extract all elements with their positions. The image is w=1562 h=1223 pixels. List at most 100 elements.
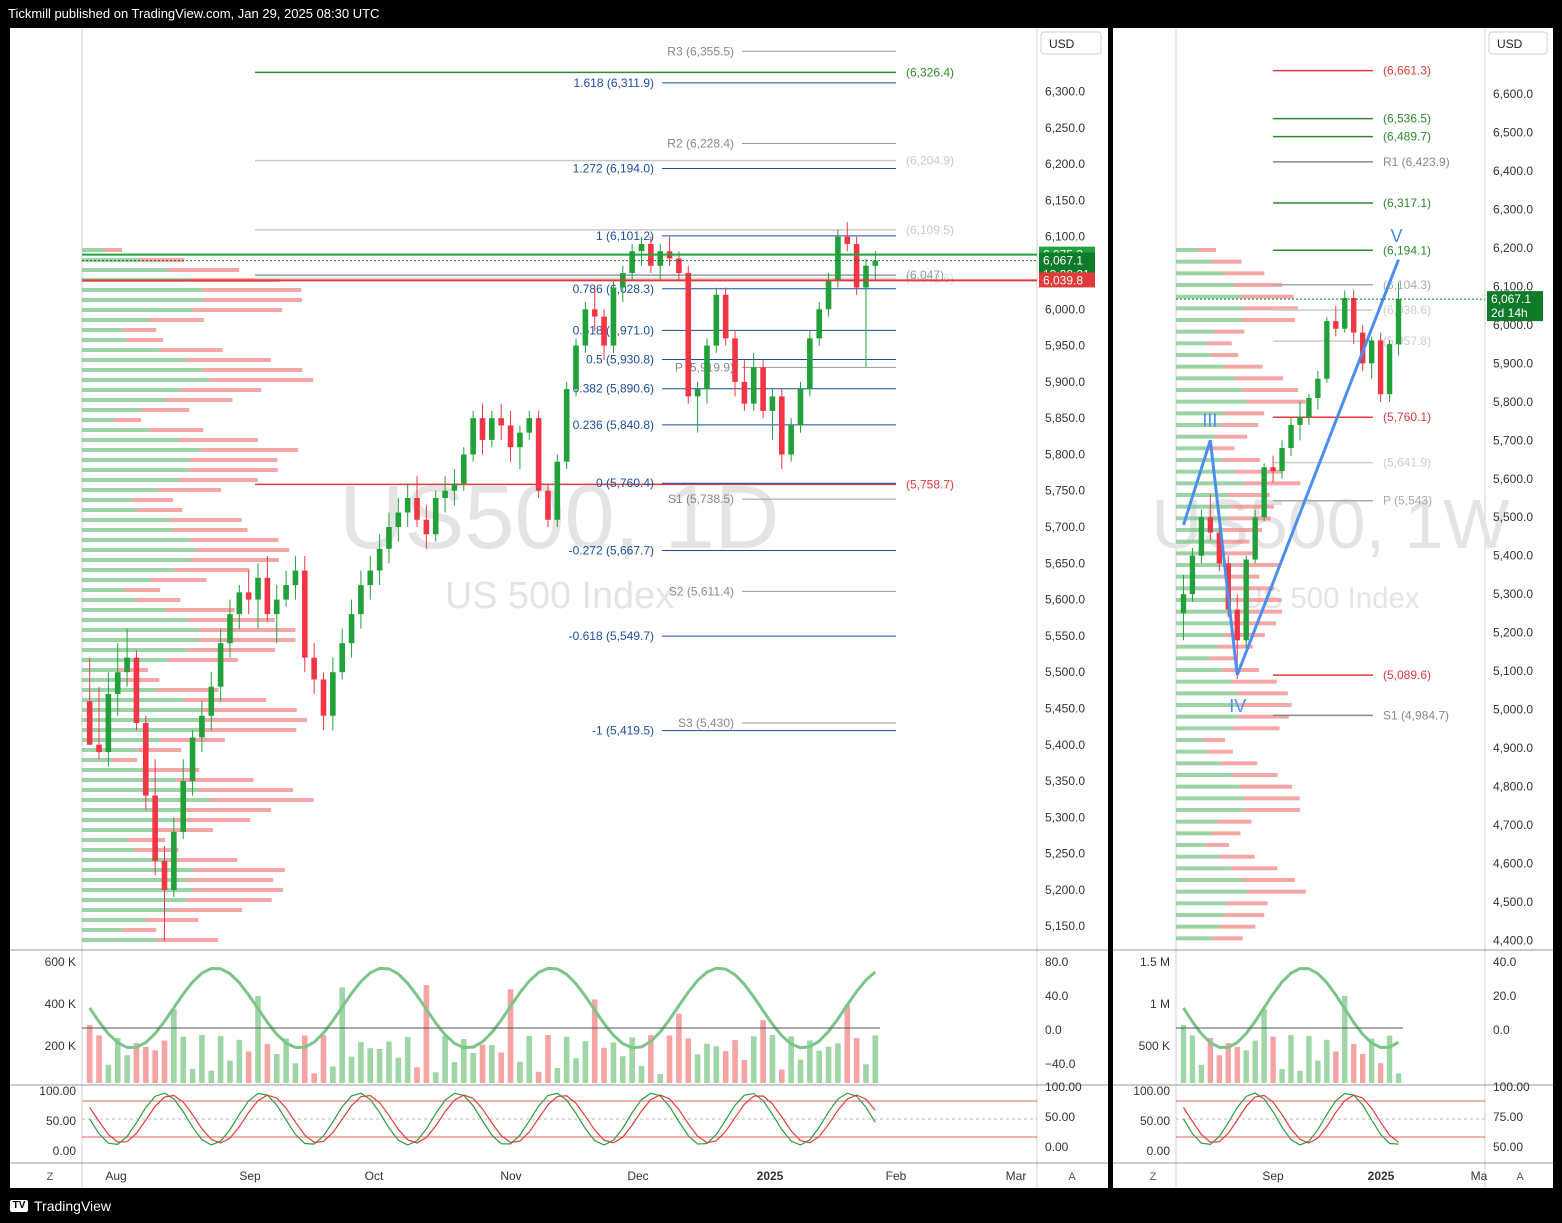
candle-body bbox=[227, 614, 233, 644]
price-level-label: (6,317.1) bbox=[1383, 196, 1431, 210]
volume-profile-bar-up bbox=[82, 868, 194, 872]
volume-profile-bar-up bbox=[82, 678, 125, 682]
volume-profile-bar-down bbox=[1219, 924, 1256, 929]
volume-profile-bar-up bbox=[1176, 936, 1213, 941]
volume-profile-bar-up bbox=[1176, 773, 1232, 777]
volume-profile-bar-up bbox=[1176, 726, 1234, 731]
candle-body bbox=[124, 657, 130, 673]
volume-bar bbox=[760, 1020, 766, 1083]
candle-body bbox=[750, 367, 757, 404]
volume-profile-bar-up bbox=[1176, 318, 1242, 322]
price-tick-label: 4,700.0 bbox=[1493, 818, 1533, 832]
volume-profile-bar-down bbox=[169, 518, 242, 522]
price-level-label: (6,536.5) bbox=[1383, 112, 1431, 126]
volume-profile-bar-up bbox=[82, 368, 204, 372]
candle-body bbox=[320, 679, 327, 716]
volume-profile-bar-up bbox=[82, 378, 210, 382]
candle-body bbox=[778, 396, 785, 455]
candle-body bbox=[657, 251, 664, 266]
volume-profile-bar-down bbox=[199, 628, 296, 632]
volume-profile-bar-down bbox=[1234, 283, 1283, 287]
volume-bar bbox=[526, 1035, 533, 1083]
volume-profile-bar-down bbox=[1215, 434, 1248, 439]
rsi-tick-label: 80.0 bbox=[1045, 955, 1069, 969]
price-level-label: (6,038.6) bbox=[1383, 303, 1431, 317]
candle-body bbox=[797, 389, 804, 426]
candle-body bbox=[498, 418, 505, 426]
auto-scale-button[interactable]: A bbox=[1068, 1171, 1076, 1183]
candle-body bbox=[1198, 517, 1205, 556]
volume-profile-bar-down bbox=[203, 368, 303, 372]
tradingview-logo[interactable]: TV TradingView bbox=[10, 1198, 111, 1214]
candle-body bbox=[152, 795, 158, 861]
price-tick-label: 5,500.0 bbox=[1493, 510, 1533, 524]
volume-profile-bar-up bbox=[82, 838, 128, 842]
volume-profile-bar-down bbox=[1243, 388, 1299, 392]
volume-bar bbox=[648, 1035, 654, 1083]
fib-level-label: -0.618 (5,549.7) bbox=[569, 629, 654, 643]
volume-profile-bar-down bbox=[157, 688, 219, 692]
candle-body bbox=[376, 548, 383, 571]
currency-button[interactable] bbox=[1488, 31, 1548, 55]
volume-bar bbox=[1270, 1036, 1276, 1083]
volume-bar bbox=[1243, 1050, 1249, 1083]
candle-body bbox=[1351, 298, 1357, 333]
volume-profile-bar-down bbox=[1234, 609, 1283, 614]
candle-body bbox=[432, 498, 439, 535]
volume-profile-bar-up bbox=[82, 628, 200, 632]
zoom-z-button[interactable]: Z bbox=[47, 1171, 54, 1183]
volume-profile-bar-down bbox=[209, 798, 314, 802]
auto-scale-button[interactable]: A bbox=[1516, 1171, 1524, 1183]
time-axis-label: Sep bbox=[1262, 1169, 1284, 1183]
candle-body bbox=[741, 381, 748, 404]
volume-profile-bar-up bbox=[82, 898, 187, 902]
price-level-label: (6,104.3) bbox=[1383, 278, 1431, 292]
volume-profile-bar-down bbox=[205, 718, 308, 722]
volume-profile-bar-up bbox=[1176, 306, 1244, 311]
volume-tick-label: 400 K bbox=[45, 997, 76, 1011]
daily-chart-panel[interactable]: US500, 1D US 500 Index 6,300.0 6,250.0 6,200… bbox=[10, 28, 1108, 1188]
volume-bar bbox=[573, 1058, 579, 1083]
zoom-z-button[interactable]: Z bbox=[1150, 1171, 1157, 1183]
stoch-tick-label: 50.00 bbox=[1140, 1114, 1170, 1128]
volume-profile-bar-down bbox=[1234, 598, 1282, 602]
volume-profile-bar-down bbox=[178, 438, 258, 442]
price-level-label: (6,047) bbox=[906, 268, 944, 282]
volume-profile-bar-up bbox=[82, 308, 193, 312]
volume-profile-bar-down bbox=[192, 888, 283, 892]
volume-profile-bar-down bbox=[1240, 294, 1294, 299]
volume-profile-bar-down bbox=[183, 698, 267, 702]
brand-label: TradingView bbox=[34, 1198, 112, 1214]
volume-profile-bar-down bbox=[1233, 563, 1281, 567]
volume-bar bbox=[507, 989, 514, 1083]
volume-profile-bar-down bbox=[1224, 271, 1265, 276]
price-tick-label: 6,400.0 bbox=[1493, 164, 1533, 178]
price-tick-label: 6,150.0 bbox=[1045, 193, 1085, 207]
volume-profile-bar-up bbox=[82, 298, 203, 302]
candle-body bbox=[610, 287, 617, 346]
volume-bar bbox=[517, 1061, 523, 1083]
candle-body bbox=[367, 570, 374, 586]
volume-profile-bar-down bbox=[202, 298, 302, 302]
currency-button[interactable] bbox=[1040, 31, 1102, 55]
price-tick-label: 5,300.0 bbox=[1493, 587, 1533, 601]
stoch-k-line bbox=[89, 1092, 876, 1146]
volume-profile-bar-up bbox=[82, 328, 123, 332]
volume-profile-bar-up bbox=[1176, 749, 1208, 754]
volume-profile-bar-down bbox=[148, 428, 204, 432]
price-level-label: (6,326.4) bbox=[906, 65, 954, 79]
weekly-chart-panel[interactable]: US500, 1W US 500 Index 6,600.0 6,500.0 6,400… bbox=[1113, 28, 1553, 1188]
fib-level-label: 1 (6,101.2) bbox=[596, 229, 654, 243]
volume-bar bbox=[283, 1038, 289, 1083]
time-axis-label: 2025 bbox=[1368, 1169, 1395, 1183]
volume-profile-bar-down bbox=[176, 778, 254, 782]
price-tick-label: 5,400.0 bbox=[1493, 549, 1533, 563]
volume-bar bbox=[732, 1040, 738, 1083]
volume-profile-bar-down bbox=[126, 338, 164, 342]
volume-bar bbox=[86, 1025, 93, 1083]
volume-profile-bar-down bbox=[1217, 819, 1252, 824]
volume-profile-bar-down bbox=[1231, 773, 1278, 777]
volume-profile-bar-up bbox=[82, 508, 138, 512]
